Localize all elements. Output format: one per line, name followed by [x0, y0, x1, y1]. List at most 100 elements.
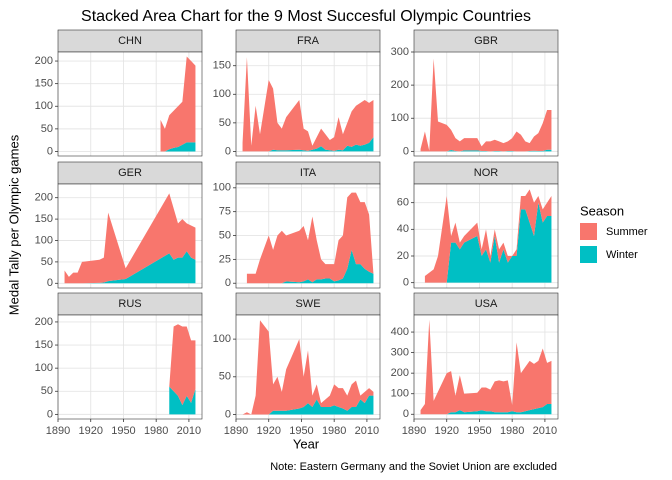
y-tick-label: 100	[391, 388, 409, 400]
y-tick-label: 100	[35, 100, 53, 112]
area	[64, 251, 196, 284]
x-tick-label: 1950	[467, 425, 491, 437]
y-tick-label: 75	[219, 206, 231, 218]
y-tick-label: 50	[41, 123, 53, 135]
area	[169, 386, 196, 415]
y-tick-label: 100	[35, 234, 53, 246]
legend-label: Summer	[606, 226, 648, 238]
area	[242, 137, 374, 152]
y-tick-label: 50	[219, 229, 231, 241]
y-tick-label: 40	[397, 223, 409, 235]
panel-border	[235, 183, 381, 289]
y-tick-label: 0	[225, 408, 231, 420]
x-tick-label: 1890	[224, 425, 248, 437]
area	[160, 142, 196, 152]
x-tick-label: 1920	[256, 425, 280, 437]
legend-label: Winter	[606, 249, 638, 261]
x-tick-label: 1980	[322, 425, 346, 437]
y-tick-label: 0	[47, 145, 53, 157]
area	[160, 56, 196, 152]
y-tick-label: 100	[391, 112, 409, 124]
y-tick-label: 0	[403, 408, 409, 420]
y-tick-label: 100	[213, 333, 231, 345]
note: Note: Eastern Germany and the Soviet Uni…	[270, 461, 557, 473]
y-tick-label: 50	[41, 256, 53, 268]
x-axis-title: Year	[293, 436, 320, 451]
area	[169, 324, 196, 406]
y-tick-label: 0	[403, 145, 409, 157]
y-tick-label: 0	[403, 277, 409, 289]
y-tick-label: 200	[35, 316, 53, 328]
legend-key	[580, 246, 597, 263]
x-tick-label: 1920	[434, 425, 458, 437]
y-tick-label: 0	[47, 408, 53, 420]
y-tick-label: 400	[391, 326, 409, 338]
strip-label: USA	[475, 298, 498, 310]
y-tick-label: 200	[35, 55, 53, 67]
area	[242, 57, 374, 152]
y-axis-title: Medal Tally per Olympic games	[6, 134, 21, 315]
strip-label: FRA	[297, 35, 320, 47]
x-tick-label: 2010	[355, 425, 379, 437]
strip-label: CHN	[118, 35, 142, 47]
legend-key	[580, 223, 597, 240]
area	[242, 320, 374, 415]
x-tick-label: 2010	[177, 425, 201, 437]
x-tick-label: 1920	[78, 425, 102, 437]
area	[424, 189, 552, 283]
strip-label: GBR	[474, 35, 498, 47]
panel-border	[57, 183, 203, 289]
y-tick-label: 25	[219, 253, 231, 265]
chart-title: Stacked Area Chart for the 9 Most Succes…	[81, 8, 531, 25]
panel-border	[57, 314, 203, 420]
y-tick-label: 300	[391, 46, 409, 58]
strip-label: ITA	[300, 167, 317, 179]
panel-border	[413, 314, 559, 420]
y-tick-label: 150	[35, 339, 53, 351]
y-tick-label: 60	[397, 197, 409, 209]
strip-label: SWE	[295, 298, 320, 310]
y-tick-label: 300	[391, 347, 409, 359]
x-tick-label: 1950	[111, 425, 135, 437]
x-tick-label: 1980	[144, 425, 168, 437]
panel-border	[235, 314, 381, 420]
area	[64, 193, 196, 284]
strip-label: GER	[118, 167, 142, 179]
x-tick-label: 1980	[500, 425, 524, 437]
x-tick-label: 2010	[533, 425, 557, 437]
area	[420, 58, 552, 152]
legend-title: Season	[580, 203, 624, 218]
x-tick-label: 1950	[289, 425, 313, 437]
y-tick-label: 20	[397, 250, 409, 262]
y-tick-label: 50	[219, 117, 231, 129]
area	[242, 395, 374, 415]
panel-border	[57, 51, 203, 157]
area	[420, 149, 552, 152]
area	[424, 202, 552, 283]
y-tick-label: 150	[35, 213, 53, 225]
x-tick-label: 1890	[402, 425, 426, 437]
strip-label: NOR	[474, 167, 499, 179]
y-tick-label: 150	[35, 78, 53, 90]
y-tick-label: 0	[225, 277, 231, 289]
y-tick-label: 50	[219, 371, 231, 383]
panel-border	[413, 51, 559, 157]
panel-border	[413, 183, 559, 289]
y-tick-label: 200	[35, 192, 53, 204]
y-tick-label: 200	[391, 367, 409, 379]
y-tick-label: 100	[213, 88, 231, 100]
area	[420, 404, 552, 415]
area	[246, 192, 374, 284]
panel-border	[235, 51, 381, 157]
y-tick-label: 50	[41, 385, 53, 397]
y-tick-label: 200	[391, 79, 409, 91]
area	[420, 319, 552, 415]
y-tick-label: 0	[47, 277, 53, 289]
area	[246, 249, 374, 284]
y-tick-label: 100	[35, 362, 53, 374]
y-tick-label: 150	[213, 60, 231, 72]
strip-label: RUS	[118, 298, 141, 310]
x-tick-label: 1890	[46, 425, 70, 437]
y-tick-label: 100	[213, 182, 231, 194]
